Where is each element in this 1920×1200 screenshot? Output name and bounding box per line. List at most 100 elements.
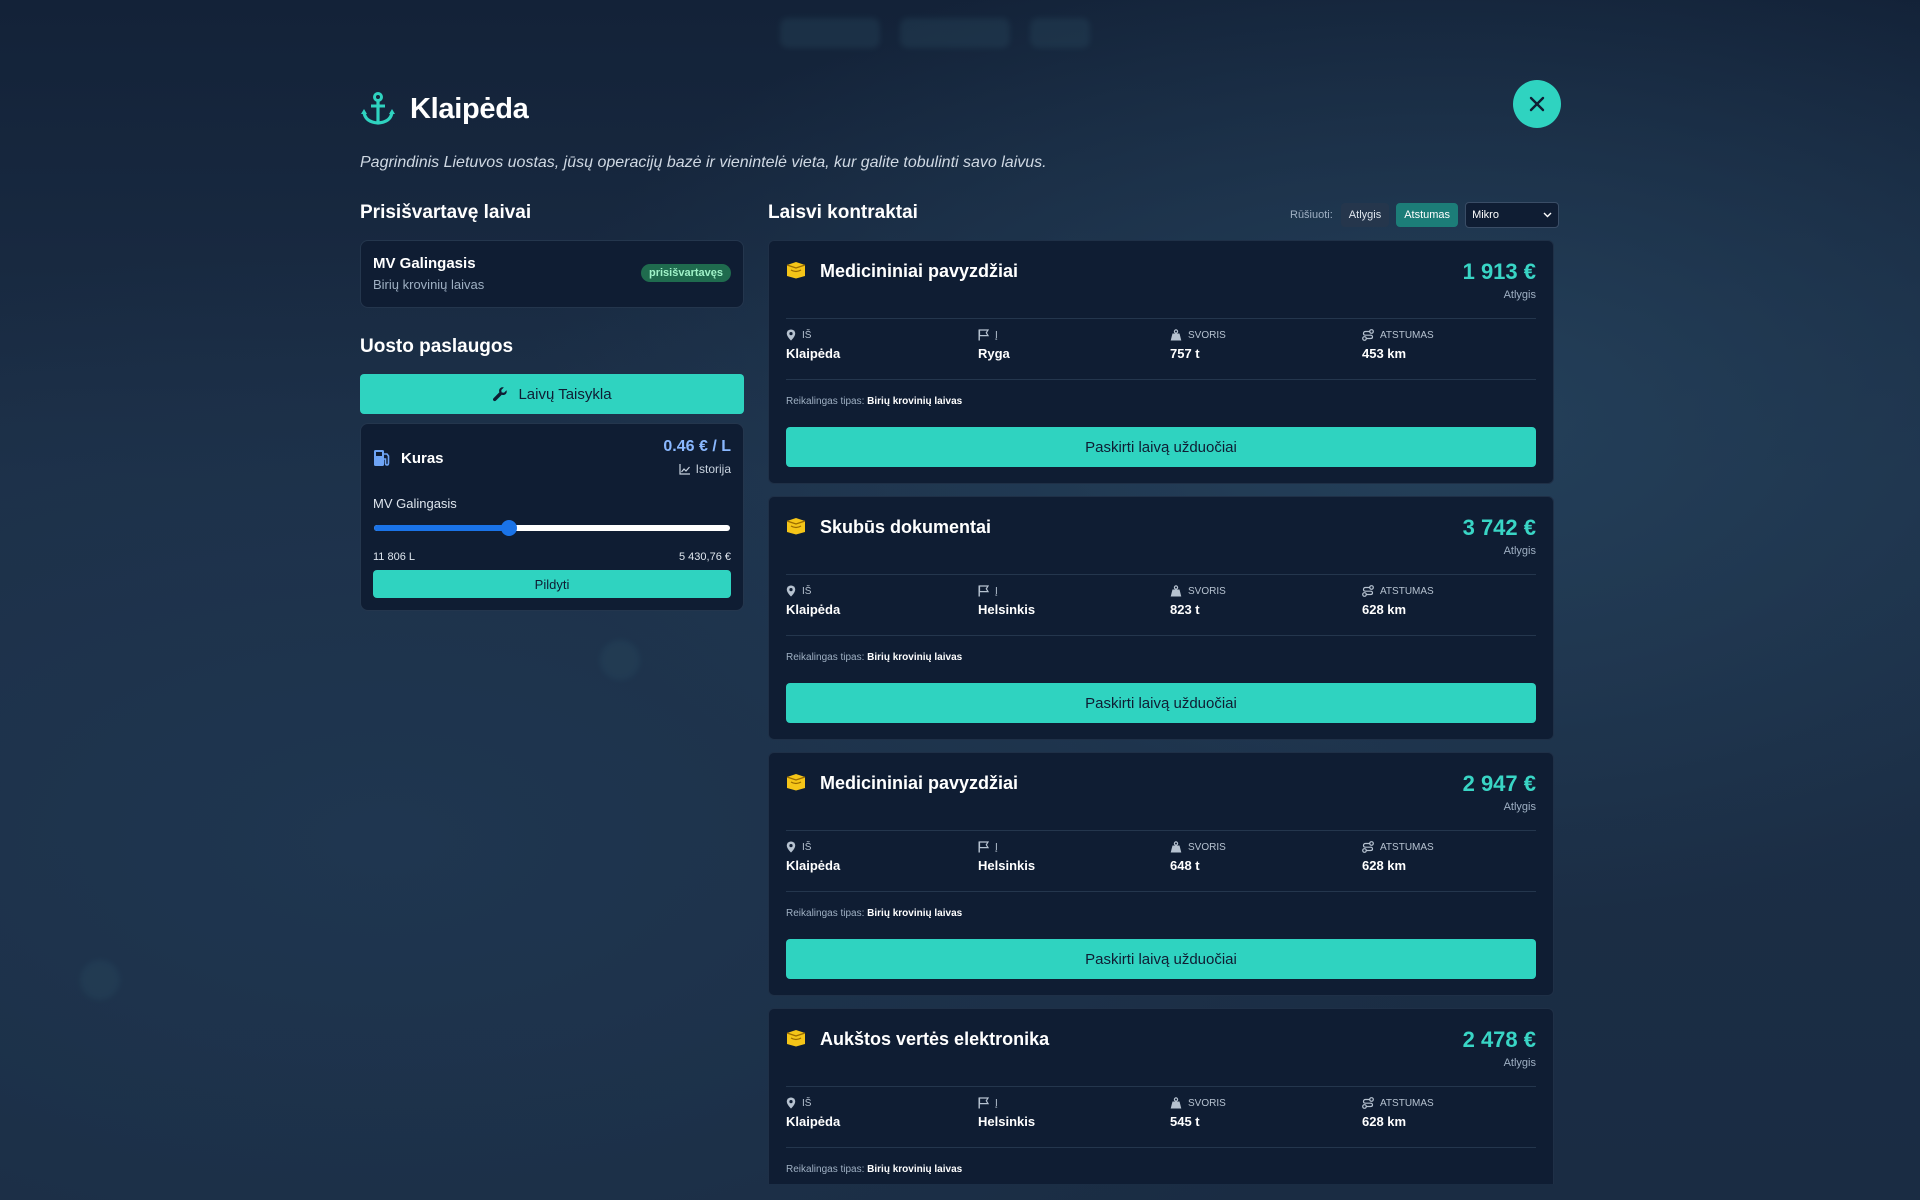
fill-fuel-button[interactable]: Pildyti xyxy=(373,570,731,598)
distance-value: 453 km xyxy=(1362,346,1407,361)
fuel-history-link[interactable]: Istorija xyxy=(679,462,731,476)
divider xyxy=(786,635,1536,636)
weight-label: SVORIS xyxy=(1188,329,1226,341)
size-filter-select[interactable]: Mikro xyxy=(1465,202,1560,228)
contract-weight: SVORIS 545 t xyxy=(1170,1097,1360,1129)
map-pin-icon xyxy=(786,1097,796,1109)
size-filter-value: Mikro xyxy=(1472,209,1499,221)
contract-reward-label: Atlygis xyxy=(1503,289,1536,301)
route-icon xyxy=(1362,329,1374,341)
flag-icon xyxy=(978,841,989,853)
contract-reward: 3 742 € xyxy=(1462,515,1536,540)
distance-label: ATSTUMAS xyxy=(1380,329,1434,341)
flag-icon xyxy=(978,585,989,597)
contract-card: Medicininiai pavyzdžiai 2 947 € Atlygis … xyxy=(768,752,1554,996)
to-value: Ryga xyxy=(978,346,1010,361)
required-type: Reikalingas tipas: Birių krovinių laivas xyxy=(786,396,962,407)
required-type-label: Reikalingas tipas: xyxy=(786,908,865,919)
contract-distance: ATSTUMAS 628 km xyxy=(1362,841,1552,873)
weight-label: SVORIS xyxy=(1188,585,1226,597)
close-button[interactable] xyxy=(1513,80,1561,128)
fuel-price: 0.46 € / L xyxy=(663,438,731,455)
fuel-ship-name: MV Galingasis xyxy=(373,496,457,511)
route-icon xyxy=(1362,585,1374,597)
weight-value: 757 t xyxy=(1170,346,1200,361)
to-value: Helsinkis xyxy=(978,858,1036,873)
contract-card: Aukštos vertės elektronika 2 478 € Atlyg… xyxy=(768,1008,1554,1184)
divider xyxy=(786,1147,1536,1148)
assign-ship-button[interactable]: Paskirti laivą užduočiai xyxy=(786,939,1536,979)
assign-ship-button[interactable]: Paskirti laivą užduočiai xyxy=(786,427,1536,467)
from-label: IŠ xyxy=(802,585,812,597)
divider xyxy=(786,1086,1536,1087)
flag-icon xyxy=(978,1097,989,1109)
divider xyxy=(786,891,1536,892)
contract-distance: ATSTUMAS 628 km xyxy=(1362,585,1552,617)
weight-value: 648 t xyxy=(1170,858,1200,873)
fuel-title: Kuras xyxy=(401,450,444,467)
port-modal: Klaipėda Pagrindinis Lietuvos uostas, jū… xyxy=(360,70,1561,1200)
weight-label: SVORIS xyxy=(1188,841,1226,853)
port-description: Pagrindinis Lietuvos uostas, jūsų operac… xyxy=(360,154,1047,171)
distance-label: ATSTUMAS xyxy=(1380,841,1434,853)
route-icon xyxy=(1362,841,1374,853)
port-services-heading: Uosto paslaugos xyxy=(360,336,514,357)
to-label: Į xyxy=(995,1097,998,1109)
repair-shop-button[interactable]: Laivų Taisykla xyxy=(360,374,744,414)
contract-from: IŠ Klaipėda xyxy=(786,585,976,617)
distance-value: 628 km xyxy=(1362,1114,1407,1129)
to-label: Į xyxy=(995,329,998,341)
close-icon xyxy=(1529,96,1545,112)
fuel-cost: 5 430,76 € xyxy=(679,551,731,563)
contract-reward-label: Atlygis xyxy=(1503,1057,1536,1069)
from-label: IŠ xyxy=(802,329,812,341)
contract-name: Skubūs dokumentai xyxy=(820,517,992,537)
box-icon xyxy=(786,262,806,279)
contract-to: Į Ryga xyxy=(978,329,1168,361)
contract-to: Į Helsinkis xyxy=(978,841,1168,873)
contract-reward: 2 478 € xyxy=(1462,1027,1536,1052)
assign-ship-button[interactable]: Paskirti laivą užduočiai xyxy=(786,683,1536,723)
required-type: Reikalingas tipas: Birių krovinių laivas xyxy=(786,652,962,663)
box-icon xyxy=(786,518,806,535)
fuel-slider[interactable] xyxy=(374,520,730,536)
from-label: IŠ xyxy=(802,1097,812,1109)
contract-weight: SVORIS 648 t xyxy=(1170,841,1360,873)
contract-card: Medicininiai pavyzdžiai 1 913 € Atlygis … xyxy=(768,240,1554,484)
required-type-value: Birių krovinių laivas xyxy=(867,1164,963,1175)
docked-ship-card[interactable]: MV Galingasis Birių krovinių laivas pris… xyxy=(360,240,744,308)
fuel-liters: 11 806 L xyxy=(373,551,416,563)
contracts-heading: Laisvi kontraktai xyxy=(768,202,918,223)
required-type-value: Birių krovinių laivas xyxy=(867,652,963,663)
required-type-label: Reikalingas tipas: xyxy=(786,652,865,663)
required-type: Reikalingas tipas: Birių krovinių laivas xyxy=(786,1164,962,1175)
required-type-label: Reikalingas tipas: xyxy=(786,396,865,407)
sort-label: Rūšiuoti: xyxy=(1290,209,1333,221)
fuel-slider-thumb[interactable] xyxy=(501,520,518,536)
weight-icon xyxy=(1170,329,1182,341)
contract-card: Skubūs dokumentai 3 742 € Atlygis IŠ Kla… xyxy=(768,496,1554,740)
contract-from: IŠ Klaipėda xyxy=(786,329,976,361)
chart-line-icon xyxy=(679,463,690,475)
contract-name: Medicininiai pavyzdžiai xyxy=(820,261,1019,281)
divider xyxy=(786,318,1536,319)
contract-reward-label: Atlygis xyxy=(1503,545,1536,557)
divider xyxy=(786,379,1536,380)
map-pin-icon xyxy=(786,585,796,597)
from-value: Klaipėda xyxy=(786,346,841,361)
fuel-slider-fill xyxy=(374,525,510,531)
flag-icon xyxy=(978,329,989,341)
page-title: Klaipėda xyxy=(410,92,529,125)
status-badge: prisišvartavęs xyxy=(641,264,731,282)
sort-reward-button[interactable]: Atlygis xyxy=(1340,203,1390,227)
contract-weight: SVORIS 757 t xyxy=(1170,329,1360,361)
chevron-down-icon xyxy=(1543,212,1552,218)
map-pin-icon xyxy=(786,329,796,341)
required-type-label: Reikalingas tipas: xyxy=(786,1164,865,1175)
docked-ships-heading: Prisišvartavę laivai xyxy=(360,202,532,223)
to-value: Helsinkis xyxy=(978,602,1036,617)
sort-distance-button[interactable]: Atstumas xyxy=(1396,203,1459,227)
weight-label: SVORIS xyxy=(1188,1097,1226,1109)
to-label: Į xyxy=(995,841,998,853)
contract-to: Į Helsinkis xyxy=(978,1097,1168,1129)
